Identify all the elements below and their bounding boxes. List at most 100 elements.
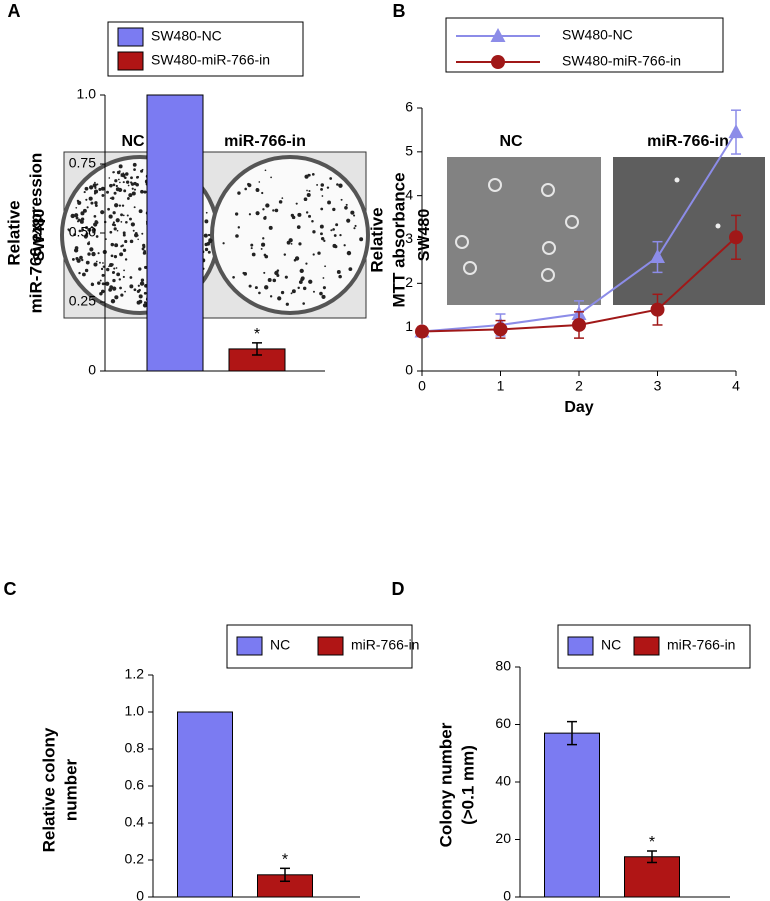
colony	[715, 223, 721, 229]
colony	[80, 219, 83, 222]
colony	[143, 249, 147, 253]
colony	[115, 218, 120, 223]
colony	[83, 234, 88, 239]
y-tick-label: 1.0	[125, 703, 145, 719]
annotation: *	[649, 834, 655, 851]
colony	[114, 243, 119, 248]
colony	[133, 181, 137, 186]
legend-swatch	[117, 51, 144, 71]
colony	[262, 237, 265, 240]
colony	[119, 252, 124, 257]
colony	[265, 203, 270, 208]
colony	[121, 244, 124, 247]
colony	[261, 242, 266, 247]
colony	[121, 173, 126, 178]
colony	[143, 291, 147, 295]
colony	[111, 263, 114, 266]
colony	[346, 250, 352, 256]
colony	[122, 233, 126, 237]
colony	[237, 226, 241, 229]
colony	[93, 262, 98, 267]
colony	[129, 276, 133, 279]
colony	[116, 272, 121, 277]
colony	[74, 213, 79, 218]
colony	[272, 209, 275, 212]
colony	[674, 177, 680, 183]
colony	[136, 300, 141, 305]
colony	[112, 286, 117, 291]
colony	[119, 286, 122, 290]
y-axis-label: Colony number	[436, 722, 455, 847]
y-axis-label: Relative	[4, 200, 23, 265]
colony	[244, 187, 247, 191]
colony	[108, 177, 111, 179]
colony	[118, 278, 122, 281]
colony	[234, 212, 239, 216]
x-axis-label: Day	[564, 399, 593, 416]
colony	[204, 247, 209, 252]
colony	[120, 213, 124, 217]
y-tick-label: 0.25	[69, 293, 96, 309]
colony	[268, 225, 273, 230]
colony	[264, 169, 267, 172]
colony	[90, 282, 95, 287]
legend-swatch	[633, 636, 660, 656]
colony	[141, 247, 145, 251]
y-axis-label: (>0.1 mm)	[458, 745, 477, 825]
colony	[255, 211, 260, 216]
colony	[296, 225, 301, 229]
colony	[102, 265, 105, 268]
colony	[125, 180, 130, 184]
colony	[308, 189, 311, 193]
colony	[94, 186, 97, 189]
colony	[141, 232, 144, 235]
colony	[143, 301, 147, 304]
colony	[124, 239, 128, 244]
colony	[87, 252, 91, 256]
colony	[320, 236, 325, 241]
colony	[124, 176, 127, 180]
colony	[324, 265, 327, 268]
y-axis-label: number	[61, 758, 80, 821]
colony	[130, 176, 133, 180]
colony	[109, 183, 113, 188]
colony	[119, 181, 121, 184]
colony	[248, 213, 252, 216]
colony	[127, 184, 130, 187]
colony	[129, 239, 134, 244]
colony	[118, 204, 122, 207]
colony	[129, 217, 132, 221]
colony	[320, 207, 324, 211]
legend-label: SW480-miR-766-in	[562, 53, 681, 69]
colony	[91, 202, 94, 204]
colony	[132, 229, 135, 232]
colony	[269, 295, 273, 298]
colony	[78, 271, 81, 275]
colony	[108, 287, 113, 292]
colony	[99, 279, 102, 282]
colony	[264, 285, 269, 290]
colony	[101, 194, 105, 197]
colony	[99, 291, 103, 296]
colony	[112, 221, 115, 224]
colony	[120, 221, 123, 223]
colony	[71, 258, 75, 261]
colony	[306, 189, 308, 192]
annotation: *	[282, 852, 288, 869]
y-tick-label: 40	[495, 773, 511, 789]
colony	[81, 272, 86, 277]
colony	[320, 183, 325, 187]
colony	[111, 223, 115, 227]
colony	[353, 214, 356, 217]
colony	[80, 211, 85, 216]
colony	[302, 286, 307, 291]
colony	[295, 202, 298, 205]
colony	[75, 256, 79, 261]
y-tick-label: 60	[495, 715, 511, 731]
panel-label: A	[8, 1, 21, 21]
colony	[123, 269, 125, 272]
colony	[235, 234, 239, 238]
colony	[142, 243, 146, 247]
colony	[122, 275, 125, 279]
